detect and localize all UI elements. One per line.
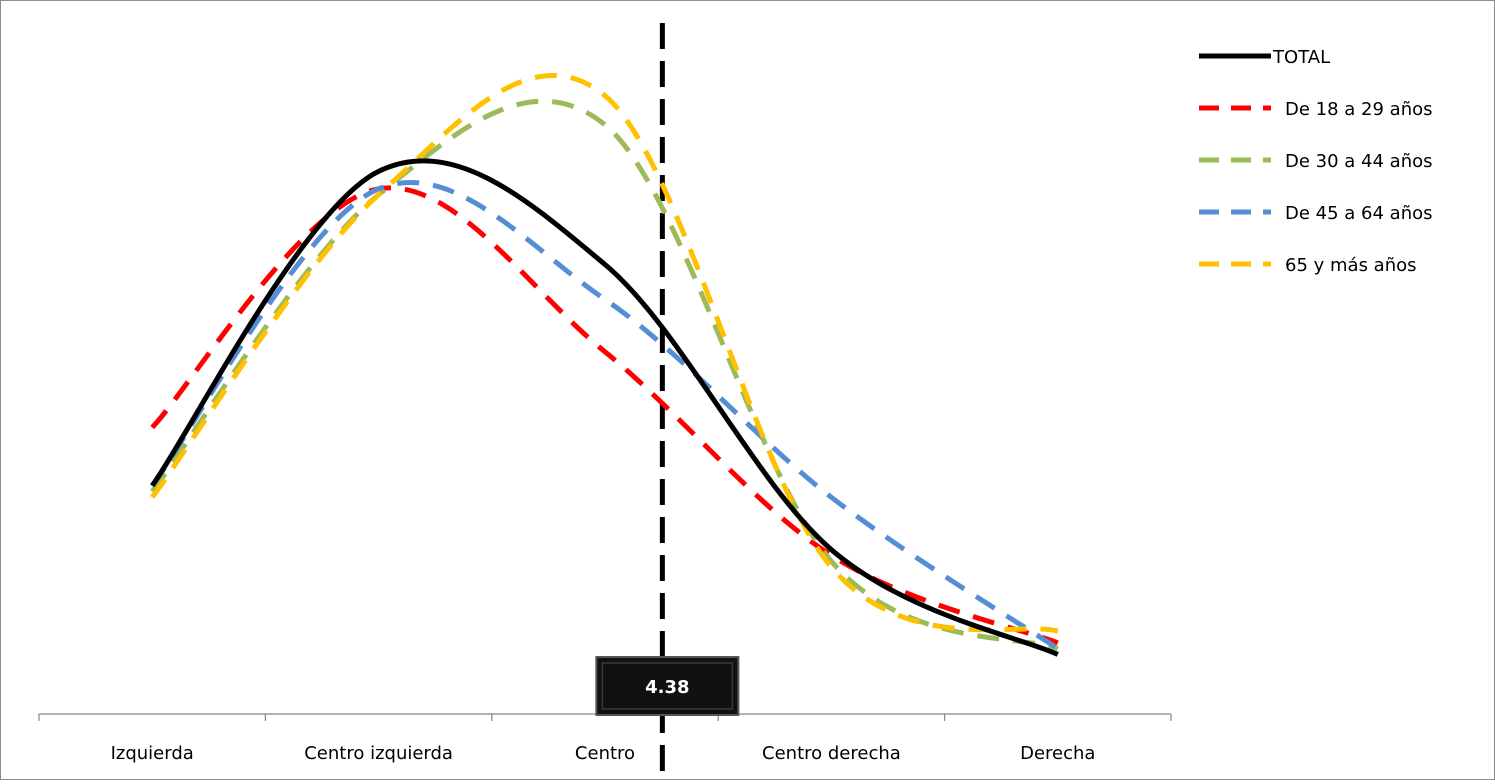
reference-marker-label: 4.38 [645, 677, 689, 698]
x-tick-label: Derecha [1020, 743, 1095, 764]
reference-marker-box [595, 656, 740, 716]
series-line [150, 72, 1059, 634]
reference-marker-group: 4.38 [595, 656, 740, 716]
legend: TOTAL De 18 a 29 años De 30 a 44 años De 45… [1199, 47, 1433, 276]
legend-label: De 18 a 29 años [1285, 99, 1433, 120]
x-tick-label: Centro izquierda [304, 743, 453, 764]
x-tick-label: Centro [575, 743, 635, 764]
legend-label: 65 y más años [1285, 255, 1417, 276]
x-tick-label: Izquierda [111, 743, 194, 764]
x-axis: Izquierda Centro izquierda Centro Centro de… [38, 713, 1172, 764]
series-line [150, 185, 1059, 646]
legend-label: De 30 a 44 años [1285, 151, 1433, 172]
reference-marker-bevel [601, 662, 734, 710]
x-tick-label: Centro derecha [762, 743, 901, 764]
series-group [150, 72, 1060, 657]
legend-label: TOTAL [1272, 47, 1330, 68]
legend-label: De 45 a 64 años [1285, 203, 1433, 224]
series-line [150, 180, 1060, 651]
series-line [150, 158, 1059, 657]
series-line [150, 98, 1059, 651]
